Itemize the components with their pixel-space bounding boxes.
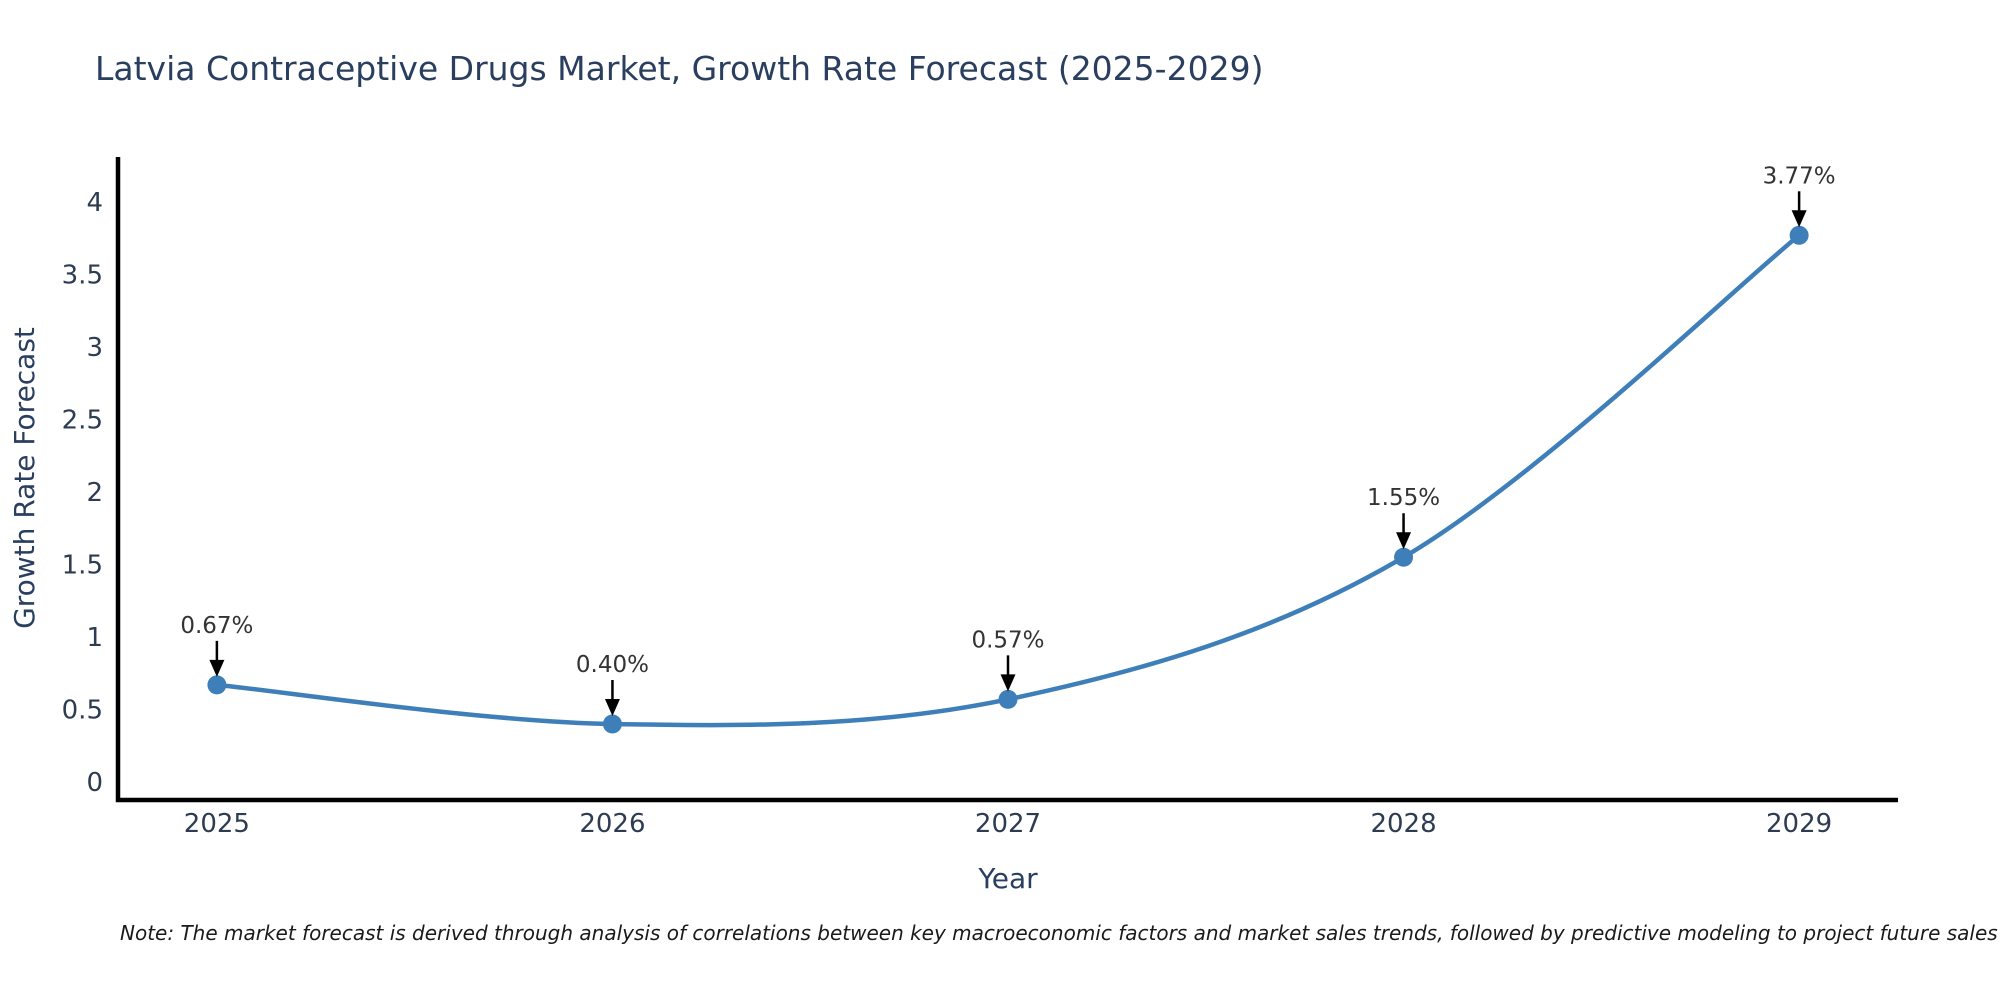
annotation-label-2026: 0.40% [576,652,649,678]
data-point-marker-2029 [1789,225,1809,245]
y-axis-tick-label: 3.5 [62,260,103,290]
annotation-arrowhead-2028 [1396,532,1412,550]
y-axis-tick-label: 1 [86,623,103,653]
annotation-arrowhead-2026 [604,699,620,717]
x-axis-title: Year [977,862,1038,895]
annotation-arrowhead-2029 [1791,210,1807,228]
footnote: Note: The market forecast is derived thr… [120,921,1998,945]
chart-title: Latvia Contraceptive Drugs Market, Growt… [95,49,1263,88]
annotation-arrowhead-2025 [209,659,225,677]
data-point-marker-2026 [602,714,622,734]
annotations-layer: 0.67% 0.40% 0.57% 1.55% 3.77% [180,163,1836,717]
axis-spine-path [115,157,1898,803]
y-axis-tick-label: 2.5 [62,405,103,435]
annotation-arrowhead-2027 [1000,674,1016,692]
data-point-marker-2027 [998,689,1018,709]
x-axis-tick-label: 2025 [184,809,250,839]
data-point-marker-2028 [1394,547,1414,567]
x-axis-tick-label: 2028 [1370,809,1436,839]
axis-tick-labels: 0 0.5 1 1.5 2 2.5 3 3.5 4 2025 2026 2027 2028 2029 [62,188,1833,839]
annotation-label-2028: 1.55% [1367,485,1440,511]
y-axis-title: Growth Rate Forecast [8,327,41,629]
x-axis-tick-label: 2029 [1766,809,1832,839]
y-axis-tick-label: 1.5 [62,550,103,580]
y-axis-tick-label: 2 [86,478,103,508]
axis-spines [115,157,1898,803]
annotation-label-2025: 0.67% [180,613,253,639]
x-axis-tick-label: 2026 [579,809,645,839]
y-axis-tick-label: 4 [86,188,103,218]
data-point-marker-2025 [207,675,227,695]
series-line [214,233,1802,728]
x-axis-tick-label: 2027 [975,809,1041,839]
y-axis-tick-label: 3 [86,333,103,363]
annotation-label-2029: 3.77% [1763,163,1836,189]
annotation-label-2027: 0.57% [971,627,1044,653]
y-axis-tick-label: 0 [86,768,103,798]
series-layer [207,225,1809,734]
y-axis-tick-label: 0.5 [62,696,103,726]
